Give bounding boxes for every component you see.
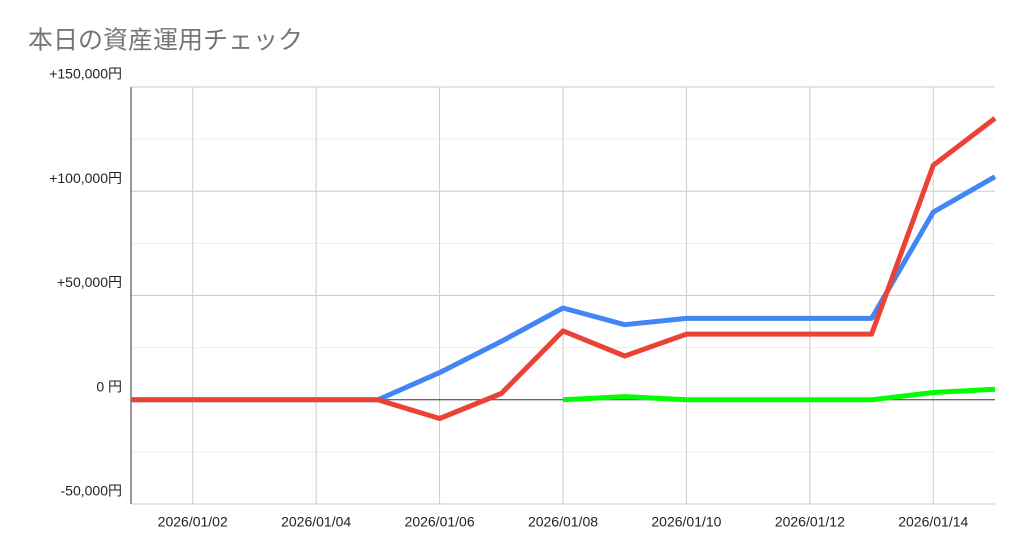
y-tick-label: +100,000円 [49, 170, 122, 186]
x-tick-label: 2026/01/08 [528, 514, 598, 530]
x-tick-label: 2026/01/02 [158, 514, 228, 530]
y-tick-label: 0 円 [96, 378, 122, 394]
series-line [131, 116, 997, 421]
x-tick-label: 2026/01/04 [281, 514, 351, 530]
x-tick-label: 2026/01/14 [898, 514, 968, 530]
x-tick-label: 2026/01/12 [775, 514, 845, 530]
chart-title: 本日の資産運用チェック [28, 27, 303, 55]
series-line [562, 386, 996, 403]
y-tick-label: +150,000円 [49, 66, 122, 82]
y-tick-label: -50,000円 [61, 483, 122, 499]
y-tick-label: +50,000円 [57, 274, 122, 290]
x-tick-label: 2026/01/06 [405, 514, 475, 530]
x-tick-label: 2026/01/10 [651, 514, 721, 530]
